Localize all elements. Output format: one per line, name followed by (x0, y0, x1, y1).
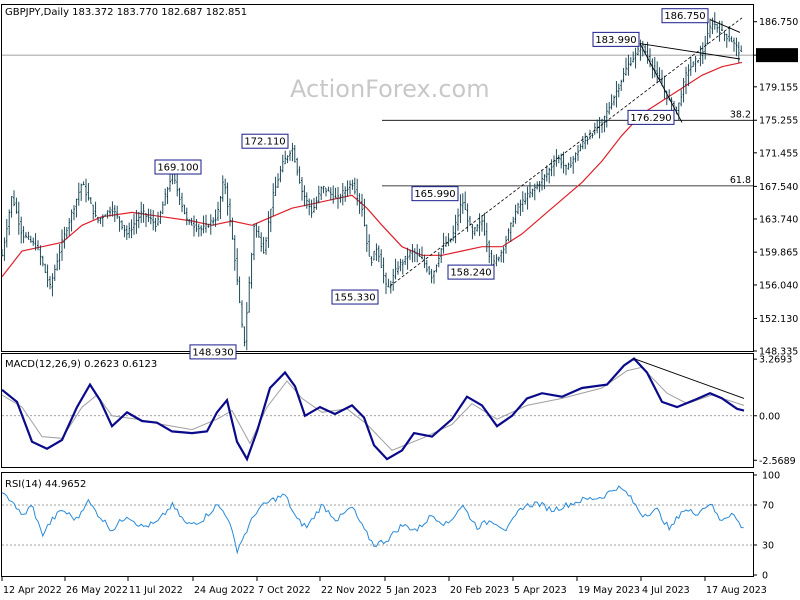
date-axis-label: 19 May 2023 (578, 585, 640, 596)
rsi-axis-label: 100 (762, 471, 780, 482)
price-axis-label: 148.335 (759, 347, 798, 358)
date-axis-label: 5 Apr 2023 (514, 585, 567, 596)
price-axis-label: 182.851 (759, 51, 798, 62)
price-axis-label: 163.740 (759, 214, 798, 225)
annotation-label: 155.330 (334, 293, 375, 304)
date-axis-label: 12 Apr 2022 (3, 585, 62, 596)
annotation-label: 186.750 (664, 11, 705, 22)
price-axis-label: 175.255 (759, 116, 798, 127)
price-axis-label: 171.455 (759, 148, 798, 159)
dashed-trendline (389, 17, 743, 287)
main-panel-frame (1, 4, 754, 352)
trendline (709, 19, 741, 33)
annotation-label: 148.930 (192, 347, 233, 358)
price-annotation: 158.240 (447, 264, 495, 280)
trendline (639, 43, 683, 123)
macd-panel-frame (1, 353, 754, 468)
macd-line (1, 357, 745, 462)
rsi-title: RSI(14) 44.9652 (5, 479, 86, 490)
price-axis-label: 156.040 (759, 280, 798, 291)
trendlines (389, 17, 743, 287)
price-annotation: 176.290 (627, 109, 675, 125)
price-axis-label: 152.130 (759, 314, 798, 325)
rsi-axis-label: 30 (762, 541, 774, 552)
price-axis-label: 167.540 (759, 182, 798, 193)
annotation-label: 158.240 (450, 268, 491, 279)
fib-level-label: 61.8 (730, 175, 751, 186)
date-axis-label: 17 Aug 2023 (706, 585, 767, 596)
moving-average-line (1, 61, 743, 278)
main-price-axis: 186.750 182.851 179.155 175.255 171.455 167.5… (753, 17, 798, 358)
rsi-axis: 100 70 30 0 (753, 471, 780, 582)
macd-axis-label: -2.5689 (759, 456, 796, 467)
main-grid: 38.2 61.8 (2, 54, 753, 187)
price-annotation: 155.330 (331, 289, 379, 305)
rsi-line (1, 485, 744, 555)
annotation-label: 176.290 (630, 113, 671, 124)
rsi-panel-frame (1, 472, 754, 577)
macd-lines (1, 357, 753, 462)
last-price-tag (756, 48, 798, 63)
price-annotation: 165.990 (411, 186, 459, 202)
annotation-label: 172.110 (244, 137, 285, 148)
date-axis-label: 22 Nov 2022 (321, 585, 382, 596)
price-annotation: 172.110 (241, 133, 289, 149)
price-axis-label: 186.750 (759, 17, 798, 28)
annotation-label: 169.100 (157, 163, 198, 174)
price-annotation: 183.990 (592, 31, 640, 47)
date-axis-label: 11 Jul 2022 (129, 585, 183, 596)
price-annotation: 169.100 (154, 159, 202, 175)
date-axis-label: 7 Oct 2022 (258, 585, 311, 596)
macd-trendline (633, 358, 745, 399)
trendline (639, 43, 741, 60)
moving-average (1, 61, 743, 278)
price-axis-label: 159.865 (759, 248, 798, 259)
date-axis-label: 5 Jan 2023 (386, 585, 437, 596)
price-annotation: 186.750 (661, 8, 709, 24)
rsi-line (1, 485, 753, 555)
date-axis-label: 26 May 2022 (66, 585, 128, 596)
date-axis-label: 4 Jul 2023 (642, 585, 690, 596)
annotation-label: 165.990 (414, 189, 455, 200)
main-chart-title: GBPJPY,Daily 183.372 183.770 182.687 182… (5, 7, 247, 18)
macd-axis: 3.2693 0.00 -2.5689 (753, 355, 796, 467)
ohlc-bars (1, 12, 743, 351)
date-axis-label: 24 Aug 2022 (194, 585, 255, 596)
macd-axis-label: 0.00 (759, 411, 780, 422)
annotation-label: 183.990 (595, 35, 636, 46)
fib-level-label: 38.2 (730, 109, 751, 120)
price-annotations: 169.100 172.110 148.930 155.330 165.990 158.2… (154, 8, 709, 360)
rsi-axis-label: 70 (762, 501, 774, 512)
macd-title: MACD(12,26,9) 0.2623 0.6123 (5, 359, 157, 370)
price-annotation: 148.930 (189, 344, 237, 360)
price-axis-label: 179.155 (759, 82, 798, 93)
price-bars (1, 12, 743, 351)
date-axis: 12 Apr 2022 26 May 2022 11 Jul 2022 24 Aug … (1, 577, 767, 596)
watermark: ActionForex.com (290, 75, 490, 103)
date-axis-label: 20 Feb 2023 (450, 585, 509, 596)
macd-axis-label: 3.2693 (759, 355, 792, 366)
rsi-axis-label: 0 (762, 571, 768, 582)
